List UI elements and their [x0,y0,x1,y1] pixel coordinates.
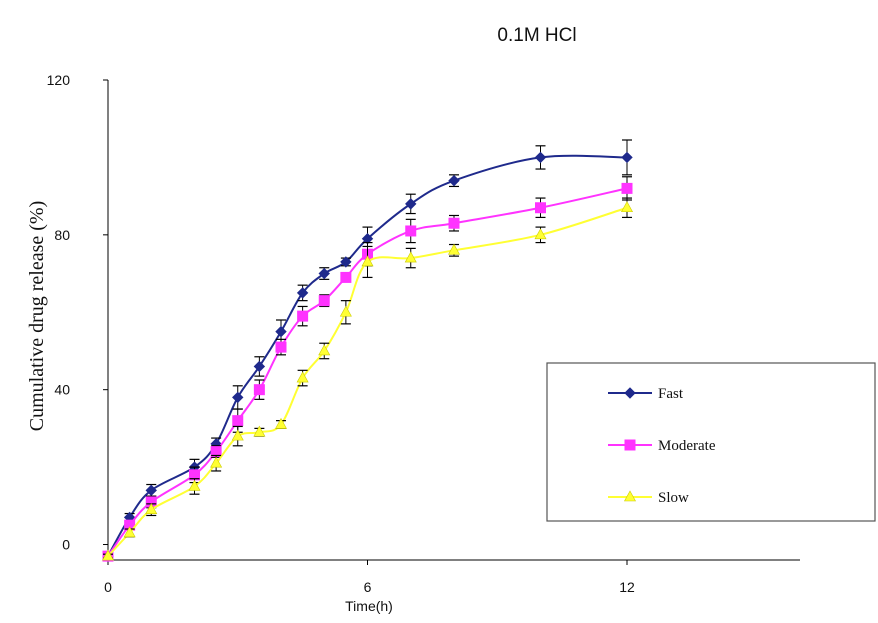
data-point-moderate [318,295,330,307]
data-point-slow [361,255,374,267]
data-point-moderate [275,341,287,353]
series-line-slow [107,206,628,557]
data-point-moderate [340,271,352,283]
data-point-moderate [405,225,417,237]
axes: 0 40 80 120 0 6 12 [47,72,800,595]
data-point-slow [231,429,244,441]
data-point-slow [145,503,158,514]
legend-label-fast: Fast [658,386,684,402]
data-point-fast [232,391,244,404]
legend-box [546,362,876,522]
data-point-fast [534,151,547,164]
data-point-slow [210,456,223,468]
data-point-slow [404,251,417,263]
legend-marker-fast [624,387,636,399]
legend-marker-slow [623,490,637,502]
data-point-fast [296,287,309,299]
legend-label-slow: Slow [658,490,689,506]
y-tick-label: 120 [47,72,71,88]
x-tick-label: 0 [104,579,112,595]
data-point-fast [621,151,633,164]
x-axis-label: Time(h) [345,598,393,614]
data-point-moderate [297,310,309,322]
data-point-slow [339,305,352,317]
data-point-slow [188,479,201,491]
data-point-moderate [448,217,460,229]
data-point-slow [534,228,547,240]
data-point-fast [275,325,287,338]
data-point-moderate [232,415,244,427]
data-point-slow [123,526,136,538]
legend-marker-moderate [624,439,636,451]
data-point-fast [253,360,266,373]
data-point-slow [447,243,461,255]
data-point-fast [448,174,460,187]
y-tick-label: 0 [62,537,70,553]
data-point-slow [253,425,266,437]
data-point-fast [405,198,417,210]
chart-title: 0.1M HCl [497,25,576,46]
data-point-fast [340,256,352,268]
data-point-fast [318,267,330,280]
y-tick-label: 80 [54,227,70,243]
series-slow [101,197,634,561]
data-point-moderate [253,384,265,396]
data-point-fast [145,484,157,497]
legend-label-moderate: Moderate [658,438,716,454]
legend: Fast Moderate Slow [546,362,876,522]
data-point-slow [318,344,331,356]
data-point-moderate [621,182,633,194]
data-point-slow [620,201,634,213]
x-tick-label: 12 [619,579,635,595]
plot-area [101,139,634,562]
data-point-slow [274,417,288,429]
series-line-fast [107,154,628,557]
data-point-slow [101,549,115,561]
x-tick-label: 6 [364,579,372,595]
y-axis-label: Cumulative drug release (%) [26,201,48,431]
y-tick-label: 40 [54,382,70,398]
data-point-moderate [535,202,546,214]
data-point-slow [296,371,309,383]
